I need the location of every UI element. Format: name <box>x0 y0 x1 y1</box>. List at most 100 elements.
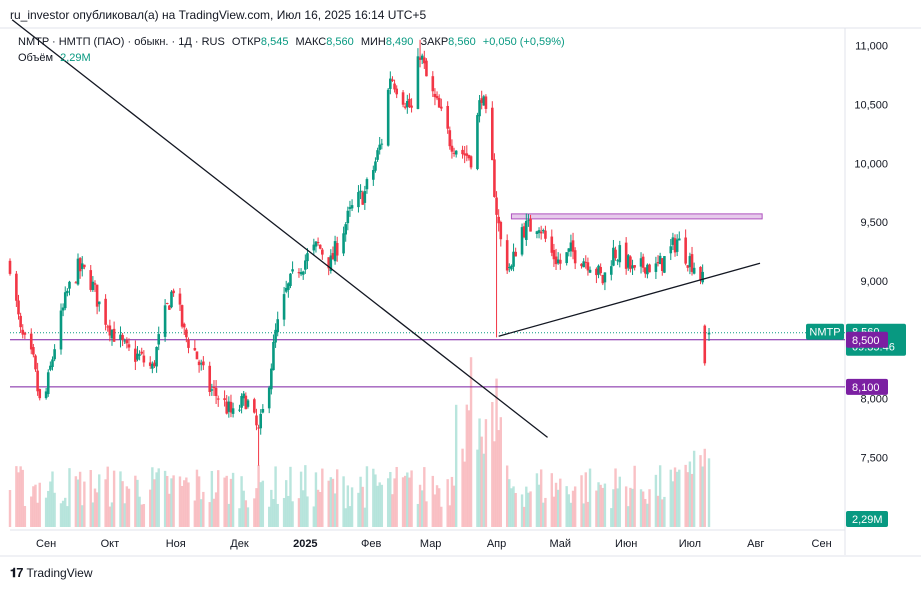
close-value: 8,560 <box>448 36 476 48</box>
candle-body <box>108 325 112 336</box>
volume-bar <box>675 471 679 527</box>
volume-bar <box>261 480 265 527</box>
volume-bar <box>178 476 182 527</box>
volume-bar <box>512 486 515 527</box>
volume-bar <box>610 508 613 527</box>
candle-body <box>437 97 441 108</box>
candle-body <box>282 294 286 320</box>
volume-bar <box>229 478 233 527</box>
candle-body <box>656 262 660 264</box>
ascending-trendline[interactable] <box>498 262 761 337</box>
candle-body <box>83 264 86 268</box>
volume-bar <box>272 499 275 527</box>
candle-body <box>418 57 422 60</box>
symbol-description[interactable]: NMTP · НМТП (ПАО) · обыкн. · 1Д · RUS <box>18 36 225 48</box>
candle-body <box>491 107 494 161</box>
volume-bar <box>89 470 92 527</box>
volume-bar <box>21 469 24 527</box>
candle-body <box>612 247 615 266</box>
volume-bar <box>582 503 585 527</box>
volume-bar <box>484 419 488 527</box>
candle-body <box>350 205 354 209</box>
volume-bar <box>83 481 86 527</box>
volume-bar <box>285 480 288 527</box>
volume-bar <box>599 484 602 527</box>
volume-bar <box>149 489 152 527</box>
candle-body <box>527 219 530 221</box>
candle-body <box>391 79 394 81</box>
candle-body <box>499 221 503 240</box>
volume-bar <box>372 468 375 527</box>
publisher-header: ru_investor опубликовал(а) на TradingVie… <box>0 0 921 28</box>
volume-bar <box>134 475 137 527</box>
candle-body <box>165 302 169 304</box>
candle-body <box>567 248 571 252</box>
volume-bar <box>51 471 54 527</box>
volume-bar <box>8 489 12 527</box>
candle-body <box>614 249 617 259</box>
volume-bar <box>644 498 647 527</box>
descending-trendline[interactable] <box>11 19 548 438</box>
volume-bar <box>304 465 307 527</box>
volume-bar <box>344 508 347 527</box>
volume-bar <box>153 479 156 527</box>
volume-bar <box>569 502 573 527</box>
volume-bar <box>329 477 333 527</box>
candle-body <box>44 391 48 399</box>
volume-bar <box>437 488 441 527</box>
candle-body <box>544 230 547 239</box>
volume-bar <box>556 489 560 527</box>
volume-bar <box>678 469 681 527</box>
volume-bar <box>336 469 339 527</box>
resistance-zone-rectangle[interactable] <box>510 213 763 220</box>
volume-bar <box>246 507 250 527</box>
candle-body <box>284 287 288 292</box>
candle-body <box>246 400 250 407</box>
volume-bar <box>423 467 426 527</box>
volume-bar <box>270 489 273 527</box>
volume-bar <box>571 490 575 527</box>
candle-body <box>238 409 241 411</box>
volume-bar <box>629 487 632 527</box>
candle-body <box>112 328 116 342</box>
volume-bar <box>15 466 18 527</box>
volume-bar <box>505 465 509 527</box>
candle-body <box>193 348 197 351</box>
candle-body <box>34 355 37 370</box>
price-tick-label: 11,000 <box>855 41 888 53</box>
candle-body <box>433 93 437 98</box>
candle-body <box>376 150 379 160</box>
volume-bar <box>586 501 590 527</box>
volume-bar <box>138 496 141 527</box>
volume-bar <box>380 484 384 527</box>
volume-bar <box>654 474 658 527</box>
candle-body <box>53 349 56 360</box>
publisher-text: ru_investor опубликовал(а) на TradingVie… <box>10 8 427 22</box>
volume-bar <box>641 491 645 527</box>
volume-bar <box>66 506 69 527</box>
candle-body <box>408 98 411 107</box>
candle-body <box>403 106 407 108</box>
candle-body <box>272 341 275 371</box>
volume-label[interactable]: Объём <box>18 52 54 64</box>
candle-body <box>134 348 137 362</box>
volume-bar <box>631 488 634 527</box>
volume-bar <box>463 461 466 527</box>
candle-body <box>565 252 568 264</box>
candle-body <box>244 395 248 410</box>
volume-bar <box>299 471 303 527</box>
volume-bar <box>321 468 324 527</box>
volume-bar <box>406 472 409 527</box>
candle-body <box>529 218 532 232</box>
candle-body <box>93 283 97 285</box>
volume-bar <box>244 500 248 527</box>
candle-body <box>372 170 375 180</box>
tradingview-logo[interactable]: 𝟏7 TradingView <box>10 565 93 581</box>
candle-body <box>153 362 156 367</box>
level-price-badge <box>846 331 888 348</box>
volume-bar <box>363 507 367 527</box>
candle-body <box>121 335 124 341</box>
volume-bar <box>108 506 112 527</box>
volume-bar <box>64 497 67 527</box>
